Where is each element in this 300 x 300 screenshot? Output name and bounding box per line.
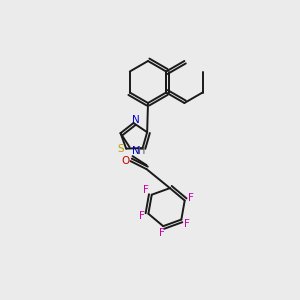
Text: F: F bbox=[143, 185, 149, 195]
Text: N: N bbox=[132, 115, 140, 125]
Text: F: F bbox=[139, 211, 145, 221]
Text: O: O bbox=[122, 156, 130, 166]
Text: N: N bbox=[132, 146, 140, 156]
Text: H: H bbox=[138, 146, 145, 156]
Text: F: F bbox=[188, 193, 194, 203]
Text: F: F bbox=[184, 219, 190, 229]
Text: S: S bbox=[118, 144, 124, 154]
Text: F: F bbox=[159, 228, 165, 238]
